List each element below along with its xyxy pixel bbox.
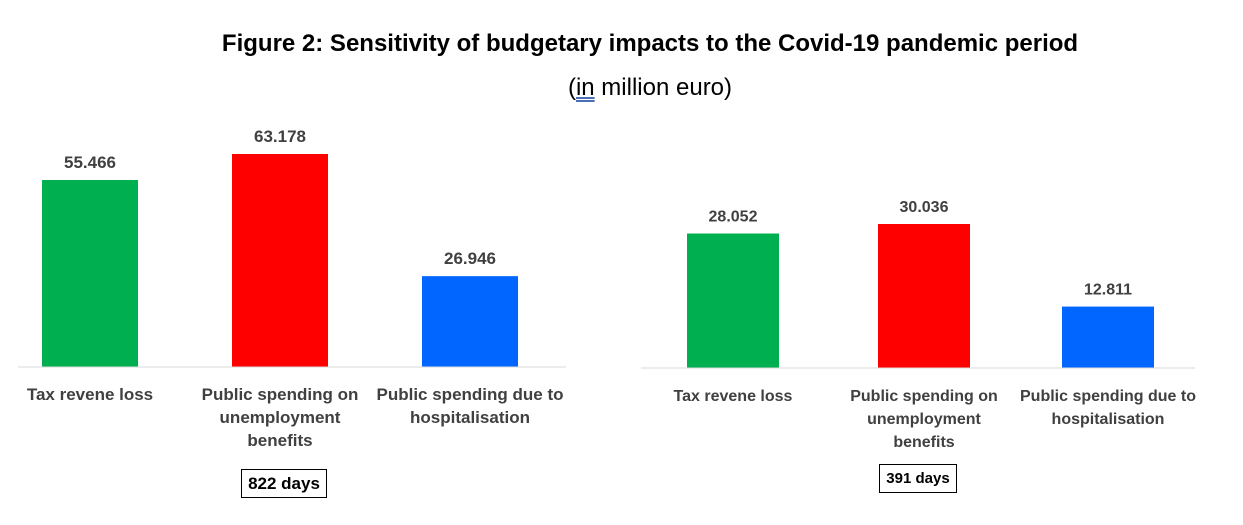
category-label-3-line-2: hospitalisation	[1052, 411, 1165, 428]
bar-2	[878, 224, 970, 368]
category-label-2-line-2: unemployment	[867, 411, 981, 428]
category-label-1-line-1: Tax revene loss	[674, 388, 793, 405]
bar-3	[422, 276, 518, 367]
category-label-2-line-1: Public spending on	[850, 388, 998, 405]
data-label-2: 30.036	[900, 199, 949, 216]
category-label-2-line-3: benefits	[247, 431, 312, 450]
category-label-3-line-1: Public spending due to	[1020, 388, 1196, 405]
figure-title: Figure 2: Sensitivity of budgetary impac…	[221, 30, 1079, 57]
subtitle-open: (	[567, 74, 576, 101]
category-label-3-line-2: hospitalisation	[410, 408, 530, 427]
bar-1	[42, 180, 138, 367]
bar-1	[687, 233, 779, 368]
data-label-3: 12.811	[1084, 282, 1132, 299]
data-label-3: 26.946	[444, 249, 496, 268]
days-label-822: 822 days	[241, 469, 327, 498]
category-label-3-line-1: Public spending due to	[377, 385, 564, 404]
data-label-1: 55.466	[64, 153, 116, 172]
category-label-2-line-2: unemployment	[220, 408, 341, 427]
category-label-2-line-3: benefits	[893, 434, 954, 451]
bar-2	[232, 154, 328, 367]
category-label-1-line-1: Tax revene loss	[27, 385, 153, 404]
figure-subtitle: (in million euro)	[0, 74, 1243, 102]
data-label-1: 28.052	[709, 209, 758, 226]
bar-3	[1062, 306, 1154, 368]
days-label-391: 391 days	[879, 464, 957, 493]
category-label-2-line-1: Public spending on	[202, 385, 359, 404]
subtitle-underlined-word: in	[575, 74, 595, 101]
chart-391-days: 28.052 Tax revene loss 30.036 Public spendi…	[641, 199, 1196, 451]
data-label-2: 63.178	[254, 127, 306, 146]
subtitle-rest: million euro)	[594, 74, 733, 101]
chart-822-days: 55.466 Tax revene loss 63.178 Public spendi…	[18, 127, 566, 450]
